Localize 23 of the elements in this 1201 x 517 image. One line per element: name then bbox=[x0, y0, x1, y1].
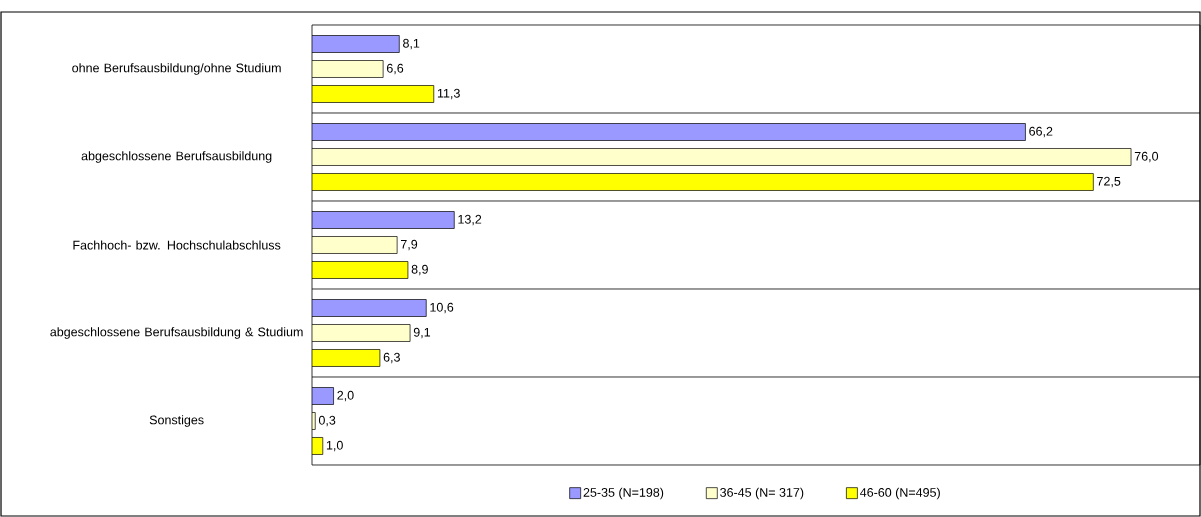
data-label: 72,5 bbox=[1097, 176, 1121, 188]
data-label: 9,1 bbox=[413, 327, 431, 339]
data-label: 8,9 bbox=[411, 264, 428, 276]
data-label: 76,0 bbox=[1134, 151, 1159, 163]
data-label: 10,6 bbox=[430, 302, 454, 314]
legend-label: 25-35 (N=198) bbox=[583, 487, 664, 500]
data-label: 13,2 bbox=[458, 214, 482, 226]
y-tick-label: abgeschlossene Berufsausbildung & Studium bbox=[50, 327, 303, 339]
data-label: 8,1 bbox=[403, 38, 420, 50]
y-tick-label: Fachhoch- bzw. Hochschulabschluss bbox=[73, 240, 281, 250]
data-label: 7,9 bbox=[400, 239, 418, 251]
data-label: 1,0 bbox=[326, 440, 343, 452]
legend-label: 36-45 (N= 317) bbox=[720, 487, 804, 500]
data-label: 2,0 bbox=[337, 390, 354, 402]
legend-label: 46-60 (N=495) bbox=[860, 487, 940, 500]
data-label: 0,3 bbox=[318, 415, 336, 427]
data-label: 11,3 bbox=[437, 88, 460, 100]
data-label: 66,2 bbox=[1029, 126, 1053, 138]
data-label: 6,3 bbox=[383, 352, 400, 364]
y-tick-label: Sonstiges bbox=[149, 415, 204, 427]
y-tick-label: abgeschlossene Berufsausbildung bbox=[81, 151, 272, 163]
y-tick-label: ohne Berufsausbildung/ohne Studium bbox=[72, 63, 281, 75]
data-label: 6,6 bbox=[386, 63, 404, 75]
